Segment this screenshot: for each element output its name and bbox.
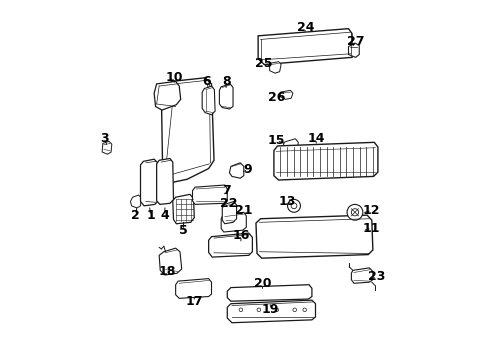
Polygon shape	[227, 285, 311, 301]
Circle shape	[274, 308, 278, 312]
Text: 14: 14	[307, 132, 325, 145]
Text: 20: 20	[253, 278, 271, 291]
Polygon shape	[156, 158, 173, 204]
Polygon shape	[273, 142, 377, 180]
Polygon shape	[351, 268, 372, 283]
Text: 26: 26	[267, 91, 285, 104]
Polygon shape	[348, 43, 359, 57]
Polygon shape	[219, 84, 233, 109]
Text: 2: 2	[131, 210, 140, 222]
Polygon shape	[269, 62, 281, 73]
Text: 19: 19	[261, 303, 279, 316]
Polygon shape	[208, 233, 252, 257]
Text: 6: 6	[202, 75, 211, 88]
Text: 12: 12	[362, 204, 380, 217]
Text: 18: 18	[159, 265, 176, 278]
Text: 25: 25	[255, 57, 272, 70]
Circle shape	[287, 199, 300, 212]
Text: 4: 4	[160, 210, 169, 222]
Text: 16: 16	[232, 229, 249, 242]
Circle shape	[292, 308, 296, 312]
Polygon shape	[161, 78, 214, 183]
Polygon shape	[222, 202, 236, 224]
Circle shape	[303, 308, 306, 312]
Text: 9: 9	[244, 163, 252, 176]
Text: 8: 8	[222, 75, 230, 88]
Polygon shape	[192, 185, 227, 204]
Circle shape	[257, 308, 260, 312]
Text: 27: 27	[346, 35, 364, 49]
Text: 24: 24	[296, 21, 314, 34]
Polygon shape	[229, 163, 244, 178]
Text: 15: 15	[267, 134, 285, 147]
Text: 1: 1	[146, 210, 155, 222]
Circle shape	[290, 203, 296, 209]
Text: 5: 5	[179, 224, 187, 237]
Text: 3: 3	[100, 132, 109, 145]
Polygon shape	[154, 81, 180, 110]
Circle shape	[351, 209, 358, 216]
Text: 13: 13	[278, 195, 295, 208]
Text: 10: 10	[165, 71, 183, 84]
Polygon shape	[175, 279, 211, 298]
Text: 23: 23	[368, 270, 385, 283]
Polygon shape	[130, 195, 141, 208]
Polygon shape	[202, 86, 215, 115]
Text: 7: 7	[222, 184, 230, 197]
Polygon shape	[227, 300, 315, 323]
Polygon shape	[159, 248, 182, 275]
Text: 22: 22	[219, 197, 237, 210]
Text: 17: 17	[185, 296, 203, 309]
Text: 11: 11	[362, 222, 380, 235]
Polygon shape	[140, 159, 158, 206]
Polygon shape	[102, 141, 112, 154]
Text: 21: 21	[235, 204, 252, 217]
Polygon shape	[255, 215, 372, 258]
Circle shape	[239, 308, 242, 312]
Circle shape	[346, 204, 362, 220]
Polygon shape	[258, 29, 351, 64]
Polygon shape	[280, 90, 292, 99]
Polygon shape	[221, 212, 246, 232]
Polygon shape	[283, 139, 298, 152]
Polygon shape	[172, 194, 194, 224]
